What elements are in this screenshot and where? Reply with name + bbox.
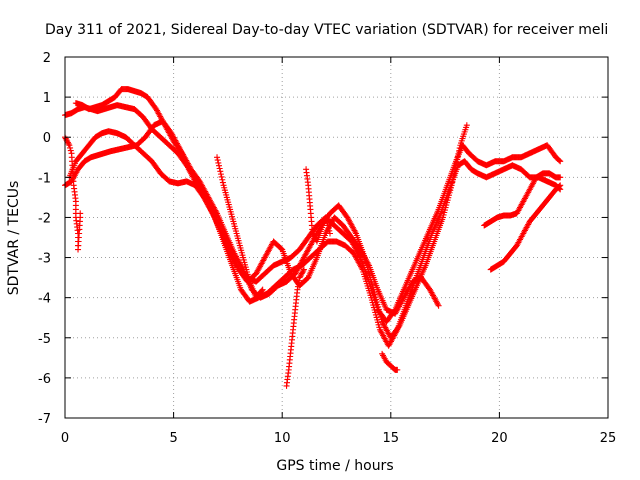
data-point — [455, 150, 462, 157]
data-point — [77, 210, 84, 217]
data-point — [215, 162, 222, 169]
chart-title: Day 311 of 2021, Sidereal Day-to-day VTE… — [45, 22, 608, 38]
series-3 — [72, 86, 470, 341]
data-point — [463, 122, 470, 129]
data-point — [456, 145, 463, 152]
data-point — [214, 154, 221, 161]
data-point — [326, 230, 333, 237]
series-6 — [214, 154, 266, 301]
series-11 — [481, 170, 564, 229]
data-point — [259, 286, 266, 293]
data-point — [322, 214, 329, 221]
data-point — [325, 225, 332, 232]
data-point — [296, 274, 303, 281]
data-point — [67, 144, 74, 151]
data-point — [324, 222, 331, 229]
data-point — [299, 269, 306, 276]
data-point — [451, 170, 458, 177]
data-point — [217, 171, 224, 178]
data-point — [456, 147, 463, 154]
data-point — [64, 139, 71, 146]
data-point — [449, 179, 456, 186]
data-point — [298, 271, 305, 278]
data-point — [216, 165, 223, 172]
data-point — [300, 266, 307, 273]
y-tick-labels: -7 -6 -5 -4 -3 -2 -1 0 1 2 — [38, 51, 51, 427]
data-point — [67, 147, 74, 154]
y-tick-label: -7 — [38, 412, 51, 427]
axis-ticks — [64, 56, 609, 419]
x-tick-label: 20 — [491, 431, 508, 446]
x-axis-label: GPS time / hours — [276, 458, 393, 474]
data-points — [62, 86, 564, 389]
data-point — [258, 287, 265, 294]
data-point — [557, 174, 564, 181]
data-point — [219, 176, 226, 183]
data-point — [557, 158, 564, 165]
data-point — [453, 159, 460, 166]
x-tick-label: 5 — [169, 431, 177, 446]
data-point — [217, 168, 224, 175]
series-9 — [379, 350, 401, 373]
data-point — [454, 156, 461, 163]
x-tick-labels: 0 5 10 15 20 25 — [61, 431, 616, 446]
y-tick-label: -4 — [38, 292, 51, 307]
data-point — [448, 182, 455, 189]
data-point — [218, 173, 225, 180]
y-tick-label: 1 — [43, 91, 51, 106]
y-tick-label: -6 — [38, 372, 51, 387]
data-point — [395, 323, 402, 330]
data-point — [452, 162, 459, 169]
data-point — [450, 173, 457, 180]
x-tick-label: 0 — [61, 431, 69, 446]
data-point — [63, 136, 70, 143]
data-point — [435, 302, 442, 309]
y-tick-label: 2 — [43, 51, 51, 66]
data-point — [556, 183, 563, 190]
y-tick-label: -5 — [38, 332, 51, 347]
data-point — [62, 135, 69, 142]
data-point — [454, 153, 461, 160]
grid-lines — [65, 57, 608, 418]
plot-frame — [64, 56, 609, 419]
data-point — [324, 219, 331, 226]
y-axis-label: SDTVAR / TECUs — [6, 181, 22, 296]
data-point — [66, 142, 73, 149]
data-point — [219, 179, 226, 186]
data-point — [449, 176, 456, 183]
data-point — [65, 140, 72, 147]
data-point — [323, 217, 330, 224]
x-tick-label: 25 — [600, 431, 617, 446]
y-tick-label: 0 — [43, 131, 51, 146]
series-8 — [303, 166, 333, 245]
data-point — [214, 157, 221, 164]
data-point — [298, 270, 305, 277]
data-point — [394, 366, 401, 373]
data-point — [451, 168, 458, 175]
data-point — [452, 165, 459, 172]
y-tick-label: -2 — [38, 211, 51, 226]
data-point — [300, 267, 307, 274]
x-tick-label: 15 — [383, 431, 400, 446]
series-10 — [487, 182, 564, 273]
data-point — [326, 227, 333, 234]
data-point — [557, 182, 564, 189]
y-tick-label: -3 — [38, 252, 51, 267]
data-point — [556, 157, 563, 164]
y-tick-label: -1 — [38, 171, 51, 186]
x-tick-label: 10 — [274, 431, 291, 446]
series-7 — [283, 266, 307, 389]
data-point — [297, 273, 304, 280]
data-point — [215, 159, 222, 166]
